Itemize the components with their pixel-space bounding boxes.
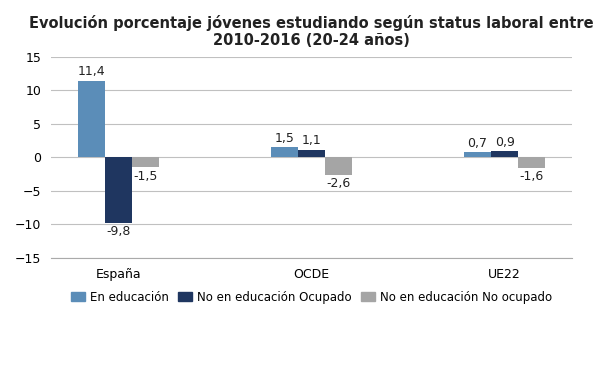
Bar bbox=[464, 152, 491, 157]
Text: -1,6: -1,6 bbox=[520, 170, 544, 183]
Text: 0,9: 0,9 bbox=[495, 136, 515, 149]
Bar bbox=[491, 151, 518, 157]
Bar bbox=[78, 81, 105, 157]
Bar bbox=[518, 157, 545, 168]
Text: -2,6: -2,6 bbox=[326, 177, 351, 190]
Text: 11,4: 11,4 bbox=[78, 65, 106, 78]
Bar bbox=[105, 157, 132, 223]
Text: 0,7: 0,7 bbox=[467, 137, 488, 150]
Bar bbox=[132, 157, 159, 167]
Text: 1,1: 1,1 bbox=[302, 135, 322, 147]
Bar bbox=[298, 150, 325, 157]
Legend: En educación, No en educación Ocupado, No en educación No ocupado: En educación, No en educación Ocupado, N… bbox=[67, 286, 557, 309]
Bar bbox=[271, 147, 298, 157]
Bar bbox=[325, 157, 352, 175]
Text: -9,8: -9,8 bbox=[106, 226, 131, 238]
Text: -1,5: -1,5 bbox=[133, 170, 158, 183]
Title: Evolución porcentaje jóvenes estudiando según status laboral entre
2010-2016 (20: Evolución porcentaje jóvenes estudiando … bbox=[29, 15, 594, 49]
Text: 1,5: 1,5 bbox=[275, 132, 295, 145]
